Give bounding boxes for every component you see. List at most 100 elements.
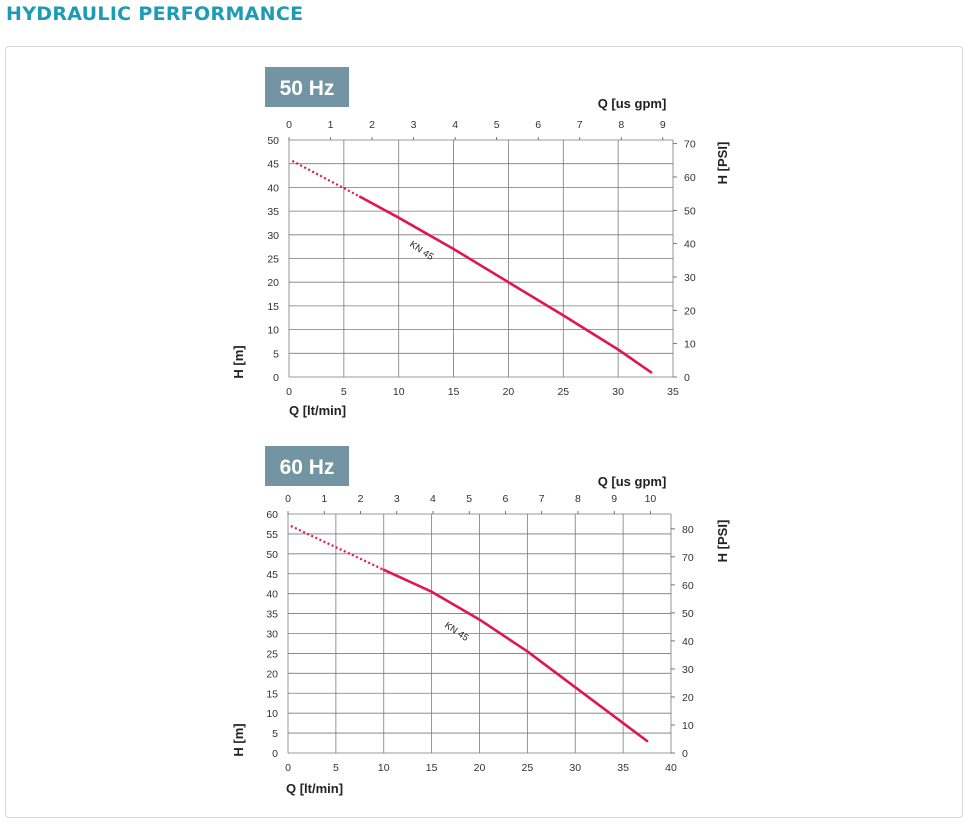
frequency-badge-label: 50 Hz bbox=[280, 77, 335, 100]
frequency-badge bbox=[265, 67, 349, 107]
y-tick-label: 20 bbox=[267, 277, 279, 289]
x2-tick-label: 6 bbox=[535, 119, 541, 131]
x2-tick-label: 0 bbox=[286, 119, 292, 131]
x2-tick-label: 4 bbox=[452, 119, 458, 131]
y2-tick-label: 70 bbox=[682, 552, 694, 564]
y-tick-label: 50 bbox=[266, 549, 278, 561]
chart-60hz: 60 Hz0 5 10 15 20 25 30 35 400510152025303540455… bbox=[231, 446, 730, 796]
x2-tick-label: 1 bbox=[328, 119, 334, 131]
y-tick-label: 15 bbox=[267, 301, 279, 313]
y-axis-label: H [m] bbox=[231, 345, 246, 378]
x-tick-label: 40 bbox=[665, 762, 677, 774]
x-tick-label: 5 bbox=[341, 386, 347, 398]
y-tick-label: 40 bbox=[266, 589, 278, 601]
y-tick-label: 10 bbox=[266, 708, 278, 720]
x2-tick-label: 2 bbox=[369, 119, 375, 131]
x2-tick-label: 1 bbox=[321, 493, 327, 505]
x2-tick-label: 2 bbox=[358, 493, 364, 505]
x-tick-label: 10 bbox=[393, 386, 405, 398]
y2-tick-label: 50 bbox=[684, 205, 696, 217]
y-tick-label: 0 bbox=[273, 372, 279, 384]
x2-tick-label: 6 bbox=[503, 493, 509, 505]
y2-tick-label: 30 bbox=[684, 272, 696, 284]
y-tick-label: 10 bbox=[267, 325, 279, 337]
y-tick-label: 35 bbox=[267, 206, 279, 218]
curve-solid-line bbox=[358, 195, 653, 374]
y-tick-label: 45 bbox=[267, 159, 279, 171]
y2-tick-label: 30 bbox=[682, 664, 694, 676]
x-tick-label: 30 bbox=[612, 386, 624, 398]
chart-panel bbox=[5, 46, 963, 818]
y-tick-label: 40 bbox=[267, 182, 279, 194]
x-tick-label: 20 bbox=[474, 762, 486, 774]
y2-tick-label: 80 bbox=[682, 524, 694, 536]
frequency-badge-label: 60 Hz bbox=[280, 456, 335, 479]
y2-axis-label: H [PSI] bbox=[715, 142, 730, 185]
y-tick-label: 5 bbox=[273, 348, 279, 360]
x-tick-label: 35 bbox=[617, 762, 629, 774]
y2-tick-label: 20 bbox=[684, 305, 696, 317]
y2-tick-label: 60 bbox=[682, 580, 694, 592]
y-tick-label: 35 bbox=[266, 609, 278, 621]
x-tick-label: 20 bbox=[503, 386, 515, 398]
x2-tick-label: 3 bbox=[394, 493, 400, 505]
y-tick-label: 0 bbox=[272, 748, 278, 760]
x-tick-label: 5 bbox=[333, 762, 339, 774]
x-tick-label: 0 bbox=[286, 386, 292, 398]
y2-tick-label: 20 bbox=[682, 692, 694, 704]
x2-tick-label: 8 bbox=[575, 493, 581, 505]
y-tick-label: 55 bbox=[266, 529, 278, 541]
x2-tick-label: 0 bbox=[285, 493, 291, 505]
y-tick-label: 15 bbox=[266, 688, 278, 700]
y2-tick-label: 40 bbox=[682, 636, 694, 648]
y2-tick-label: 70 bbox=[684, 139, 696, 151]
x-tick-label: 15 bbox=[426, 762, 438, 774]
y-tick-label: 5 bbox=[272, 728, 278, 740]
y2-axis-label: H [PSI] bbox=[715, 520, 730, 563]
curve-solid-line bbox=[382, 568, 649, 743]
x-tick-label: 25 bbox=[557, 386, 569, 398]
curve-dotted-segment bbox=[290, 525, 385, 571]
y-tick-label: 50 bbox=[267, 135, 279, 147]
y-tick-label: 45 bbox=[266, 569, 278, 581]
y-axis-label: H [m] bbox=[231, 723, 246, 756]
y-tick-label: 60 bbox=[266, 509, 278, 521]
y2-tick-label: 0 bbox=[684, 372, 690, 384]
x-tick-label: 35 bbox=[667, 386, 679, 398]
y-tick-label: 20 bbox=[266, 668, 278, 680]
x2-tick-label: 4 bbox=[430, 493, 436, 505]
x-tick-label: 15 bbox=[448, 386, 460, 398]
chart-50hz: 50 Hz0 5 10 15 20 25 30 35051015202530354045500… bbox=[231, 67, 730, 418]
curve-label: KN 45 bbox=[407, 239, 435, 263]
curve-label: KN 45 bbox=[442, 620, 470, 644]
x-tick-label: 0 bbox=[285, 762, 291, 774]
x2-tick-label: 9 bbox=[611, 493, 617, 505]
y-tick-label: 30 bbox=[267, 230, 279, 242]
x-tick-label: 25 bbox=[522, 762, 534, 774]
x2-tick-label: 10 bbox=[645, 493, 657, 505]
x2-axis-label: Q [us gpm] bbox=[598, 474, 667, 489]
y2-tick-label: 60 bbox=[684, 172, 696, 184]
curve-dotted-segment bbox=[291, 159, 361, 198]
page-title: HYDRAULIC PERFORMANCE bbox=[6, 3, 304, 25]
x2-tick-label: 7 bbox=[539, 493, 545, 505]
x-tick-label: 30 bbox=[569, 762, 581, 774]
y2-tick-label: 50 bbox=[682, 608, 694, 620]
x2-tick-label: 5 bbox=[466, 493, 472, 505]
x-axis-label: Q [lt/min] bbox=[289, 403, 346, 418]
x2-tick-label: 3 bbox=[411, 119, 417, 131]
x2-tick-label: 8 bbox=[618, 119, 624, 131]
x2-axis-label: Q [us gpm] bbox=[598, 96, 667, 111]
y-tick-label: 25 bbox=[267, 254, 279, 266]
y2-tick-label: 0 bbox=[682, 748, 688, 760]
x2-tick-label: 5 bbox=[494, 119, 500, 131]
frequency-badge bbox=[265, 446, 349, 486]
y2-tick-label: 40 bbox=[684, 239, 696, 251]
y2-tick-label: 10 bbox=[682, 720, 694, 732]
x2-tick-label: 7 bbox=[577, 119, 583, 131]
y-tick-label: 30 bbox=[266, 629, 278, 641]
y-tick-label: 25 bbox=[266, 648, 278, 660]
y2-tick-label: 10 bbox=[684, 339, 696, 351]
x2-tick-label: 9 bbox=[660, 119, 666, 131]
